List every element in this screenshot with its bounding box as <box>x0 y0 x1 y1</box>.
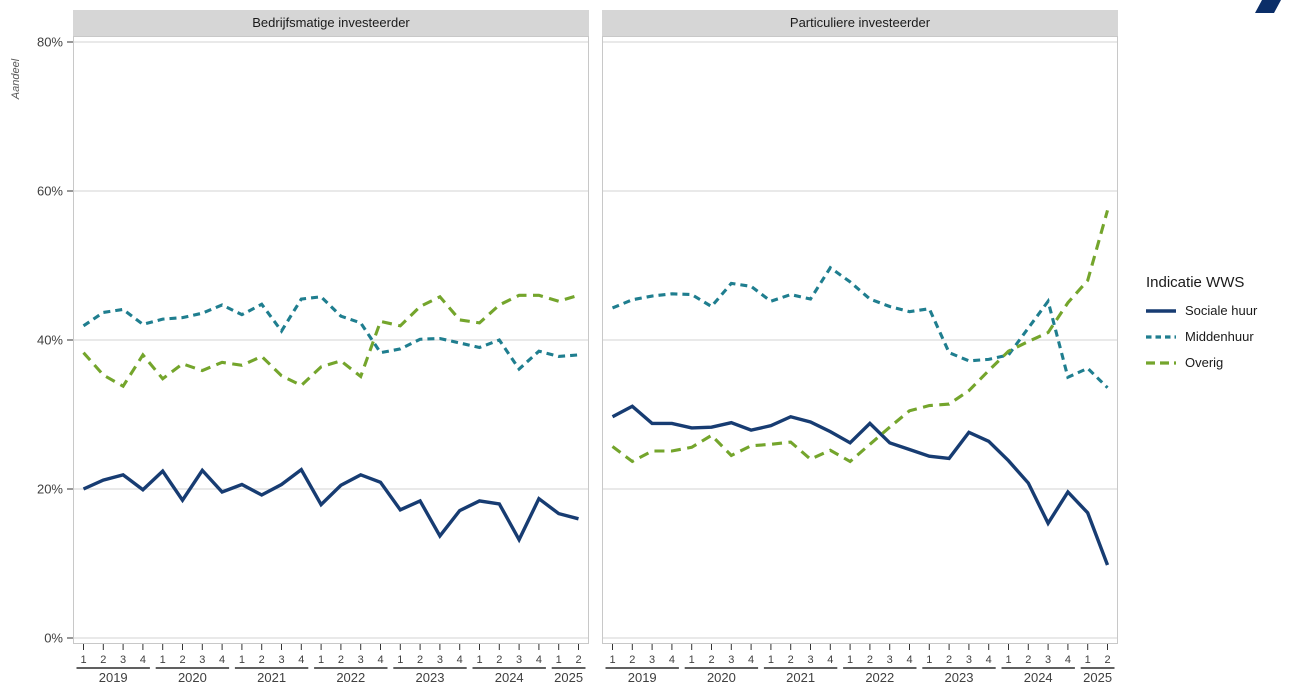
series-line-middenhuur <box>611 265 1109 389</box>
quarter-tick-label: 1 <box>160 654 166 666</box>
series-line-sociale-huur <box>82 467 579 544</box>
legend: Indicatie WWS Sociale huur Middenhuur Ov… <box>1146 274 1257 381</box>
legend-item-sociale-huur: Sociale huur <box>1146 303 1257 318</box>
panel-header-particuliere: Particuliere investeerder <box>602 10 1118 36</box>
quarter-tick-label: 4 <box>986 654 992 666</box>
y-tick-label: 80% <box>37 35 63 50</box>
quarter-tick-label: 4 <box>827 654 833 666</box>
y-tick-label: 40% <box>37 333 63 348</box>
quarter-tick-label: 2 <box>338 654 344 666</box>
year-tick-label: 2025 <box>554 670 583 685</box>
quarter-tick-label: 4 <box>748 654 754 666</box>
legend-label: Middenhuur <box>1185 329 1254 344</box>
series-line-overig <box>82 293 579 389</box>
year-tick-label: 2020 <box>707 670 736 685</box>
legend-label: Sociale huur <box>1185 303 1258 318</box>
y-tick-label: 60% <box>37 184 63 199</box>
solid-line-icon <box>1146 308 1176 313</box>
y-tick-label: 0% <box>44 631 63 646</box>
quarter-tick-label: 3 <box>966 654 972 666</box>
year-tick-label: 2020 <box>178 670 207 685</box>
quarter-tick-label: 2 <box>946 654 952 666</box>
year-tick-label: 2024 <box>1024 670 1053 685</box>
quarter-tick-label: 2 <box>788 654 794 666</box>
quarter-tick-label: 2 <box>1025 654 1031 666</box>
quarter-tick-label: 1 <box>1005 654 1011 666</box>
year-tick-label: 2019 <box>628 670 657 685</box>
legend-title: Indicatie WWS <box>1146 274 1245 291</box>
quarter-tick-label: 3 <box>278 654 284 666</box>
quarter-tick-label: 3 <box>807 654 813 666</box>
quarter-tick-label: 2 <box>867 654 873 666</box>
quarter-tick-label: 1 <box>768 654 774 666</box>
quarter-tick-label: 3 <box>358 654 364 666</box>
quarter-tick-label: 1 <box>476 654 482 666</box>
quarter-tick-label: 4 <box>1065 654 1071 666</box>
year-tick-label: 2022 <box>865 670 894 685</box>
quarter-tick-label: 4 <box>669 654 675 666</box>
quarter-tick-label: 3 <box>728 654 734 666</box>
year-tick-label: 2022 <box>336 670 365 685</box>
quarter-tick-label: 2 <box>1104 654 1110 666</box>
quarter-tick-label: 2 <box>100 654 106 666</box>
series-line-sociale-huur <box>611 404 1110 566</box>
year-tick-label: 2021 <box>257 670 286 685</box>
quarter-tick-label: 4 <box>906 654 912 666</box>
year-tick-label: 2021 <box>786 670 815 685</box>
year-tick-label: 2019 <box>99 670 128 685</box>
quarter-tick-label: 4 <box>457 654 463 666</box>
quarter-tick-label: 2 <box>629 654 635 666</box>
year-tick-label: 2023 <box>945 670 974 685</box>
panel-border <box>73 36 589 644</box>
panel-border <box>602 36 1118 644</box>
quarter-tick-label: 3 <box>516 654 522 666</box>
quarter-tick-label: 1 <box>80 654 86 666</box>
legend-item-overig: Overig <box>1146 355 1257 370</box>
quarter-tick-label: 4 <box>140 654 146 666</box>
quarter-tick-label: 1 <box>689 654 695 666</box>
quarter-tick-label: 1 <box>609 654 615 666</box>
quarter-tick-label: 3 <box>199 654 205 666</box>
quarter-tick-label: 3 <box>120 654 126 666</box>
legend-item-middenhuur: Middenhuur <box>1146 329 1257 344</box>
quarter-tick-label: 4 <box>219 654 225 666</box>
year-tick-label: 2023 <box>416 670 445 685</box>
quarter-tick-label: 3 <box>649 654 655 666</box>
series-line-middenhuur <box>82 295 579 372</box>
quarter-tick-label: 3 <box>887 654 893 666</box>
quarter-tick-label: 1 <box>239 654 245 666</box>
legend-label: Overig <box>1185 355 1224 370</box>
quarter-tick-label: 1 <box>556 654 562 666</box>
quarter-tick-label: 2 <box>708 654 714 666</box>
long-dash-line-icon <box>1146 360 1176 365</box>
y-tick-label: 20% <box>37 482 63 497</box>
quarter-tick-label: 2 <box>496 654 502 666</box>
series-line-overig <box>611 209 1109 464</box>
quarter-tick-label: 1 <box>397 654 403 666</box>
quarter-tick-label: 1 <box>318 654 324 666</box>
quarter-tick-label: 2 <box>259 654 265 666</box>
y-axis-title: Aandeel <box>10 58 22 100</box>
quarter-tick-label: 1 <box>926 654 932 666</box>
short-dash-line-icon <box>1146 334 1176 339</box>
panel-header-bedrijfsmatige: Bedrijfsmatige investeerder <box>73 10 589 36</box>
quarter-tick-label: 1 <box>1085 654 1091 666</box>
year-tick-label: 2025 <box>1083 670 1112 685</box>
year-tick-label: 2024 <box>495 670 524 685</box>
quarter-tick-label: 2 <box>575 654 581 666</box>
quarter-tick-label: 1 <box>847 654 853 666</box>
quarter-tick-label: 3 <box>437 654 443 666</box>
kadaster-logo-icon <box>1255 0 1281 13</box>
quarter-tick-label: 4 <box>377 654 383 666</box>
quarter-tick-label: 4 <box>536 654 542 666</box>
quarter-tick-label: 2 <box>417 654 423 666</box>
quarter-tick-label: 3 <box>1045 654 1051 666</box>
quarter-tick-label: 2 <box>179 654 185 666</box>
quarter-tick-label: 4 <box>298 654 304 666</box>
